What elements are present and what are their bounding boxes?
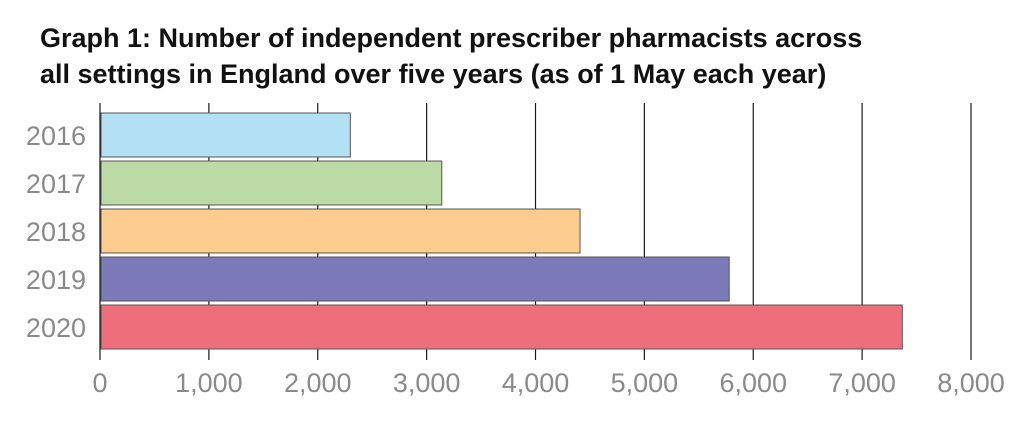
labels: 0 1,000 2,000 3,000 4,000 5,000 6,000 7,000 8,00… [26, 121, 1005, 398]
x-tick-label-3000: 3,000 [393, 368, 461, 398]
y-category-label-2020: 2020 [26, 313, 86, 343]
x-tick-label-8000: 8,000 [937, 368, 1005, 398]
x-tick-label-6000: 6,000 [719, 368, 787, 398]
y-category-label-2018: 2018 [26, 217, 86, 247]
bar-2019 [100, 256, 730, 302]
x-tick-label-7000: 7,000 [828, 368, 896, 398]
x-tick-label-4000: 4,000 [502, 368, 570, 398]
chart-title-line-1: Graph 1: Number of independent prescribe… [40, 23, 863, 53]
y-category-label-2016: 2016 [26, 121, 86, 151]
y-category-label-2019: 2019 [26, 265, 86, 295]
x-tick-label-2000: 2,000 [284, 368, 352, 398]
chart-title-line-2: all settings in England over five years … [40, 59, 827, 89]
bar-2016 [100, 112, 351, 158]
bar-2020 [100, 304, 903, 350]
x-tick-label-0: 0 [92, 368, 107, 398]
bars [100, 112, 903, 350]
chart-title: Graph 1: Number of independent prescribe… [40, 20, 1000, 92]
x-tick-label-5000: 5,000 [611, 368, 679, 398]
bar-2018 [100, 208, 581, 254]
y-category-label-2017: 2017 [26, 169, 86, 199]
bar-2017 [100, 160, 443, 206]
x-tick-label-1000: 1,000 [175, 368, 243, 398]
